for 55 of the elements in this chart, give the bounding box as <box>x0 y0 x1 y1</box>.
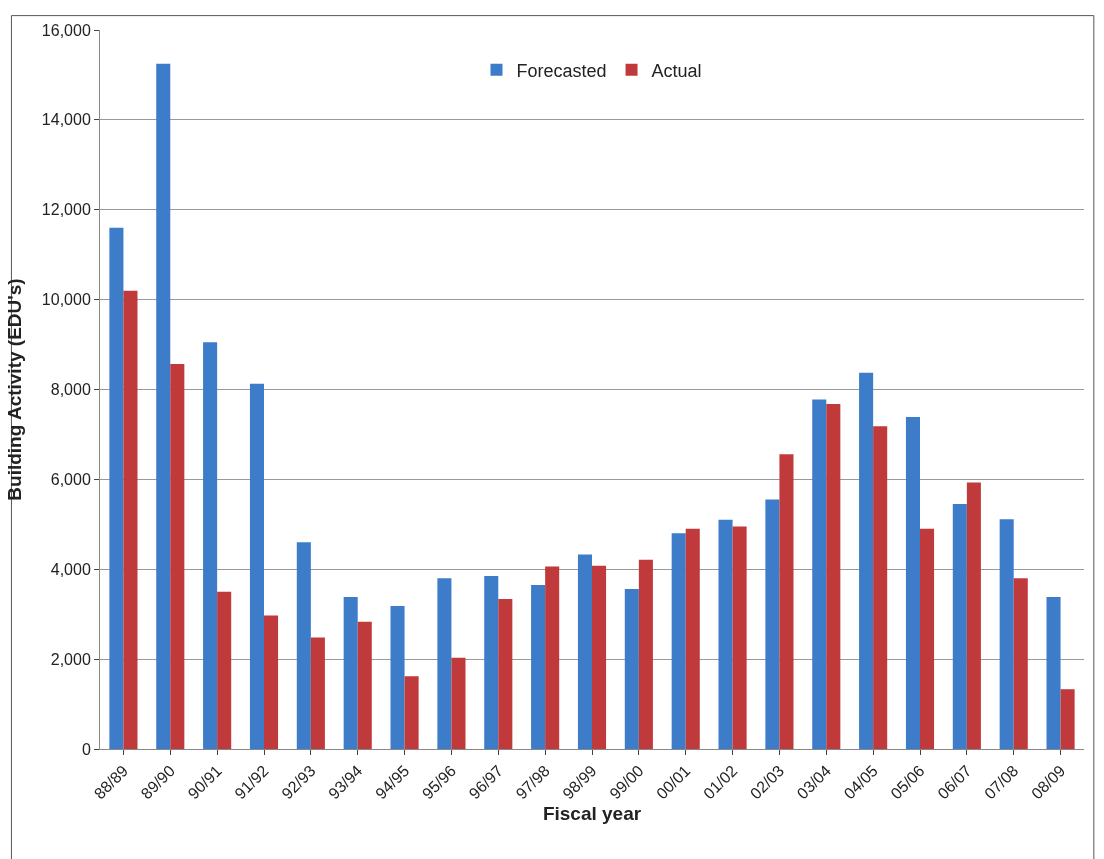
bar <box>577 554 592 749</box>
bar <box>1013 578 1028 749</box>
legend-label: Actual <box>651 60 702 81</box>
bar <box>343 597 358 749</box>
y-tick-label: 8,000 <box>50 381 91 399</box>
bar <box>404 676 419 749</box>
bar <box>765 499 780 749</box>
y-tick-label: 16,000 <box>41 21 91 39</box>
bar <box>592 565 607 749</box>
bar <box>451 657 466 749</box>
bar <box>859 372 874 749</box>
bar <box>873 426 888 749</box>
bar <box>718 519 733 749</box>
bar <box>966 482 981 749</box>
bar <box>812 399 827 749</box>
y-axis-title: Building Activity (EDU's) <box>3 278 25 501</box>
bar <box>1060 689 1075 749</box>
bar <box>357 621 372 749</box>
y-tick-label: 12,000 <box>41 201 91 219</box>
bar <box>999 519 1014 749</box>
y-tick-label: 14,000 <box>41 111 91 129</box>
y-tick-label: 2,000 <box>50 650 91 668</box>
bar <box>920 528 935 749</box>
bar <box>952 504 967 749</box>
bar <box>624 589 639 749</box>
bar <box>779 454 794 749</box>
y-tick-label: 10,000 <box>41 291 91 309</box>
bar <box>310 637 325 749</box>
bar <box>156 63 171 749</box>
x-axis-title: Fiscal year <box>542 803 642 825</box>
bar <box>685 528 700 749</box>
bar <box>826 403 841 749</box>
bar <box>437 578 452 749</box>
y-tick-label: 4,000 <box>50 560 91 578</box>
bar <box>203 342 218 749</box>
bar <box>249 383 264 749</box>
bar <box>545 566 560 749</box>
bar <box>264 615 279 749</box>
bar <box>170 363 185 749</box>
bar <box>732 526 747 749</box>
bar <box>671 533 686 749</box>
bar <box>390 606 405 749</box>
bar <box>109 227 124 749</box>
bar <box>484 575 499 749</box>
bar <box>217 591 232 749</box>
bar <box>1046 597 1061 749</box>
bar <box>498 598 513 749</box>
y-tick-label: 6,000 <box>50 470 91 488</box>
bar <box>638 559 653 749</box>
legend-label: Forecasted <box>516 60 607 81</box>
bar <box>905 416 920 749</box>
y-tick-label: 0 <box>81 740 91 758</box>
bar <box>531 584 546 749</box>
bar <box>123 290 138 749</box>
bar <box>296 542 311 749</box>
